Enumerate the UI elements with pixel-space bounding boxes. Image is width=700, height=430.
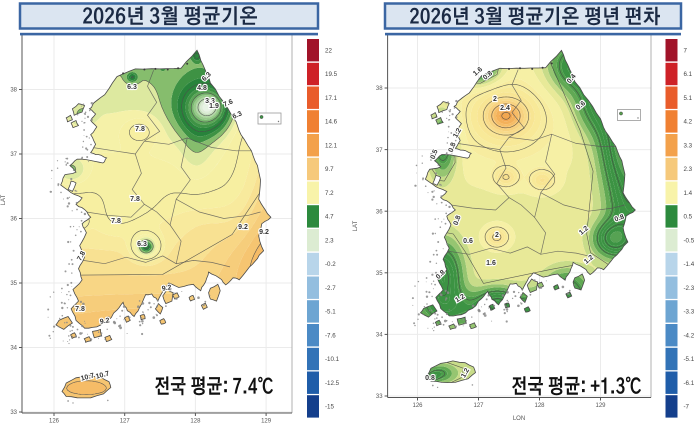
svg-text:0.8: 0.8 <box>425 375 435 382</box>
svg-text:35: 35 <box>376 271 383 277</box>
svg-text:-15: -15 <box>325 404 335 411</box>
svg-text:-5.1: -5.1 <box>325 309 336 316</box>
svg-text:2.3: 2.3 <box>684 166 693 173</box>
svg-text:-3.3: -3.3 <box>684 309 695 316</box>
svg-text:34: 34 <box>10 346 17 352</box>
svg-text:LAT: LAT <box>1 194 7 205</box>
svg-text:9.2: 9.2 <box>238 224 248 231</box>
svg-text:36: 36 <box>10 217 17 223</box>
svg-text:129: 129 <box>595 403 606 409</box>
svg-text:37: 37 <box>10 152 17 158</box>
svg-text:35: 35 <box>10 281 17 287</box>
svg-text:4.2: 4.2 <box>684 119 693 126</box>
svg-text:36: 36 <box>376 209 383 215</box>
svg-text:9.2: 9.2 <box>161 284 172 293</box>
svg-text:7.8: 7.8 <box>75 306 85 313</box>
svg-text:0.5: 0.5 <box>684 214 693 221</box>
svg-text:126: 126 <box>49 419 60 425</box>
svg-text:7.8: 7.8 <box>130 196 140 203</box>
svg-text:128: 128 <box>534 403 545 409</box>
svg-text:-7.6: -7.6 <box>325 332 336 339</box>
svg-text:38: 38 <box>376 86 383 92</box>
svg-text:1.6: 1.6 <box>486 260 496 267</box>
svg-text:9.7: 9.7 <box>325 166 334 173</box>
svg-text:33: 33 <box>10 410 17 416</box>
svg-text:129: 129 <box>261 419 272 425</box>
svg-text:LON: LON <box>513 416 525 422</box>
svg-text:5.1: 5.1 <box>684 95 693 102</box>
svg-text:9.2: 9.2 <box>259 229 269 236</box>
svg-text:LAT: LAT <box>353 220 359 231</box>
svg-text:-12.5: -12.5 <box>325 380 340 387</box>
svg-text:4.7: 4.7 <box>325 214 334 221</box>
svg-text:12.1: 12.1 <box>325 142 338 149</box>
svg-text:22: 22 <box>325 47 332 54</box>
svg-text:-4.2: -4.2 <box>684 332 695 339</box>
svg-text:2: 2 <box>493 96 497 103</box>
svg-text:0.6: 0.6 <box>463 238 473 245</box>
svg-text:128: 128 <box>190 419 201 425</box>
svg-text:33: 33 <box>376 394 383 400</box>
svg-text:-5.1: -5.1 <box>684 356 695 363</box>
svg-text:1.9: 1.9 <box>209 103 219 110</box>
svg-text:-1.4: -1.4 <box>684 261 695 268</box>
svg-text:1.4: 1.4 <box>684 190 693 197</box>
svg-text:-2.3: -2.3 <box>684 285 695 292</box>
svg-text:-10.1: -10.1 <box>325 356 340 363</box>
svg-text:9.2: 9.2 <box>99 317 110 326</box>
svg-text:-6.1: -6.1 <box>684 380 695 387</box>
svg-text:126: 126 <box>412 403 423 409</box>
svg-text:127: 127 <box>120 419 131 425</box>
svg-text:2.4: 2.4 <box>500 105 510 112</box>
svg-text:127: 127 <box>473 403 484 409</box>
svg-text:37: 37 <box>376 148 383 154</box>
svg-text:2.3: 2.3 <box>325 237 334 244</box>
svg-text:7.8: 7.8 <box>111 218 121 225</box>
svg-text:38: 38 <box>10 88 17 94</box>
svg-text:4.8: 4.8 <box>197 85 207 92</box>
svg-text:2: 2 <box>495 232 499 239</box>
svg-text:3.3: 3.3 <box>684 142 693 149</box>
svg-text:6.3: 6.3 <box>127 84 137 91</box>
svg-text:-2.7: -2.7 <box>325 285 336 292</box>
svg-text:17.1: 17.1 <box>325 95 338 102</box>
svg-text:34: 34 <box>376 333 383 339</box>
svg-text:7.2: 7.2 <box>325 190 334 197</box>
svg-text:-7: -7 <box>684 404 690 411</box>
svg-text:19.5: 19.5 <box>325 71 338 78</box>
svg-text:-0.5: -0.5 <box>684 237 695 244</box>
svg-text:6.3: 6.3 <box>137 241 147 248</box>
svg-text:7.8: 7.8 <box>135 126 145 133</box>
svg-text:3.3: 3.3 <box>205 98 215 105</box>
svg-text:14.6: 14.6 <box>325 119 338 126</box>
svg-text:6.1: 6.1 <box>684 71 693 78</box>
svg-text:7: 7 <box>684 47 688 54</box>
svg-text:-0.2: -0.2 <box>325 261 336 268</box>
